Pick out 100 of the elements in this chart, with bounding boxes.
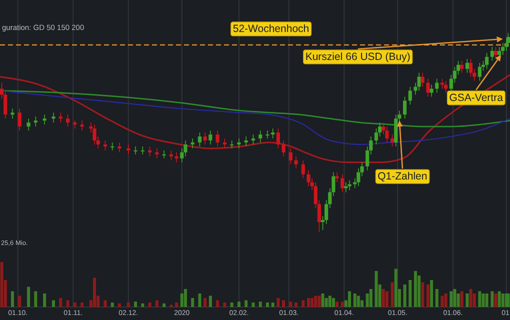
bar bbox=[34, 291, 38, 307]
bar bbox=[66, 300, 70, 307]
bar bbox=[403, 284, 406, 307]
candlestick bbox=[426, 78, 430, 98]
candlestick bbox=[294, 156, 298, 169]
bar bbox=[328, 296, 332, 307]
candlestick bbox=[344, 182, 348, 193]
candlestick bbox=[34, 116, 38, 127]
candlestick bbox=[148, 146, 152, 157]
candlestick bbox=[271, 128, 275, 139]
candlestick bbox=[408, 86, 412, 106]
bar bbox=[191, 298, 194, 307]
bar bbox=[340, 302, 344, 307]
bar bbox=[306, 298, 310, 307]
bar bbox=[184, 289, 187, 307]
candlestick bbox=[169, 150, 173, 161]
candlestick bbox=[203, 132, 207, 145]
annotation: GSA-Vertra bbox=[449, 92, 504, 104]
candlestick bbox=[208, 130, 212, 145]
bar bbox=[394, 268, 398, 307]
candlestick bbox=[26, 118, 30, 131]
bar bbox=[126, 302, 130, 307]
bar bbox=[336, 302, 339, 307]
bar bbox=[43, 294, 46, 307]
candlestick bbox=[258, 130, 262, 143]
bar bbox=[494, 294, 498, 307]
candlestick bbox=[198, 132, 202, 147]
bar bbox=[282, 300, 286, 307]
bar bbox=[223, 302, 226, 307]
bar bbox=[59, 298, 62, 307]
candlestick bbox=[282, 140, 286, 157]
bar bbox=[450, 291, 453, 307]
candlestick bbox=[288, 148, 292, 165]
bar bbox=[490, 291, 494, 307]
bar bbox=[230, 302, 234, 307]
candlestick bbox=[402, 96, 407, 119]
candlestick bbox=[340, 174, 344, 193]
candlestick bbox=[435, 78, 439, 94]
bar bbox=[204, 298, 207, 307]
bar bbox=[216, 300, 220, 307]
candlestick bbox=[126, 144, 130, 155]
bar bbox=[426, 284, 430, 307]
candlestick bbox=[335, 172, 339, 183]
bar bbox=[276, 298, 280, 307]
bar bbox=[498, 291, 501, 307]
bar bbox=[360, 300, 364, 307]
bar bbox=[385, 291, 388, 307]
bar bbox=[10, 291, 14, 307]
candlestick bbox=[190, 138, 194, 149]
bar bbox=[314, 296, 318, 307]
bar bbox=[18, 296, 22, 307]
candlestick bbox=[222, 138, 226, 149]
bar bbox=[80, 302, 84, 307]
candlestick bbox=[73, 120, 77, 129]
candlestick bbox=[306, 170, 310, 187]
bar bbox=[175, 302, 178, 307]
candlestick bbox=[80, 120, 84, 131]
bar bbox=[485, 294, 488, 307]
bar bbox=[408, 280, 412, 307]
bar bbox=[266, 302, 269, 307]
bar bbox=[460, 291, 464, 307]
bar bbox=[52, 300, 55, 307]
annotation: Kursziel 66 USD (Buy) bbox=[305, 50, 410, 63]
candlestick bbox=[501, 42, 505, 56]
candlestick bbox=[66, 114, 70, 127]
bar bbox=[271, 302, 274, 307]
candlestick bbox=[420, 72, 424, 88]
candlestick bbox=[444, 80, 448, 94]
bar bbox=[198, 294, 202, 307]
candlestick bbox=[465, 58, 470, 74]
bar bbox=[318, 296, 321, 307]
bar bbox=[353, 294, 356, 307]
candlestick bbox=[506, 32, 510, 48]
bar bbox=[110, 302, 114, 307]
candlestick bbox=[460, 60, 464, 74]
bar bbox=[148, 302, 152, 307]
candlestick bbox=[266, 130, 270, 139]
bar bbox=[141, 303, 144, 307]
bar bbox=[162, 303, 166, 307]
candlestick bbox=[42, 114, 46, 125]
candlestick bbox=[494, 46, 498, 60]
bar bbox=[369, 289, 372, 307]
bar bbox=[118, 303, 121, 307]
bar bbox=[332, 298, 335, 307]
candlestick bbox=[244, 136, 248, 147]
bar bbox=[73, 302, 76, 307]
bar bbox=[0, 262, 4, 307]
bar bbox=[440, 296, 444, 307]
bar bbox=[348, 291, 352, 307]
candlestick bbox=[468, 58, 473, 78]
candlestick bbox=[485, 52, 489, 70]
bar bbox=[155, 300, 158, 307]
candlestick bbox=[301, 160, 305, 179]
ref-line-label: 52-Wochenhoch bbox=[232, 22, 310, 35]
bar bbox=[435, 289, 438, 307]
bar bbox=[237, 302, 240, 307]
candlestick bbox=[58, 112, 62, 123]
bar bbox=[294, 302, 298, 307]
bar bbox=[430, 280, 434, 307]
bar bbox=[258, 302, 262, 307]
